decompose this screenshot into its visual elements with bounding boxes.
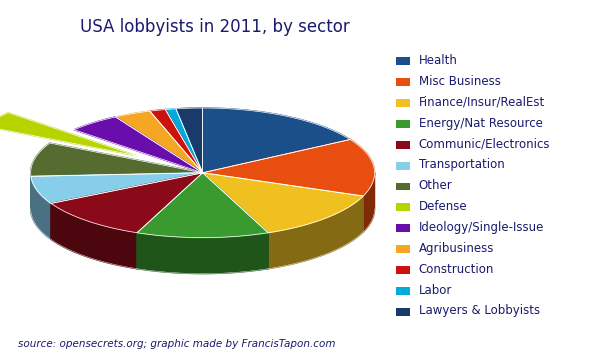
Text: Finance/Insur/RealEst: Finance/Insur/RealEst [419, 96, 545, 109]
Polygon shape [165, 109, 203, 173]
Polygon shape [203, 140, 375, 196]
Polygon shape [176, 108, 203, 173]
Text: Lawyers & Lobbyists: Lawyers & Lobbyists [419, 305, 540, 318]
Polygon shape [51, 173, 203, 239]
Polygon shape [203, 173, 363, 232]
Polygon shape [31, 173, 203, 212]
Polygon shape [203, 173, 363, 233]
Polygon shape [51, 173, 203, 239]
FancyBboxPatch shape [396, 224, 410, 232]
Text: Agribusiness: Agribusiness [419, 242, 494, 255]
FancyBboxPatch shape [396, 308, 410, 316]
Text: Construction: Construction [419, 263, 494, 276]
Polygon shape [31, 176, 51, 239]
Polygon shape [203, 173, 268, 269]
Text: Transportation: Transportation [419, 158, 505, 171]
Polygon shape [363, 173, 375, 232]
Polygon shape [203, 108, 350, 173]
FancyBboxPatch shape [396, 266, 410, 274]
Polygon shape [203, 173, 363, 232]
Polygon shape [268, 196, 363, 269]
Polygon shape [51, 203, 137, 269]
Polygon shape [137, 173, 268, 238]
Polygon shape [137, 233, 268, 274]
Polygon shape [31, 143, 203, 176]
FancyBboxPatch shape [396, 57, 410, 65]
Text: Health: Health [419, 54, 457, 67]
Text: Energy/Nat Resource: Energy/Nat Resource [419, 117, 543, 130]
Polygon shape [51, 173, 203, 233]
FancyBboxPatch shape [396, 203, 410, 211]
Polygon shape [137, 173, 203, 269]
Text: USA lobbyists in 2011, by sector: USA lobbyists in 2011, by sector [80, 18, 350, 36]
Polygon shape [203, 173, 268, 269]
Text: Misc Business: Misc Business [419, 75, 500, 88]
Text: Ideology/Single-Issue: Ideology/Single-Issue [419, 221, 544, 234]
FancyBboxPatch shape [396, 78, 410, 86]
FancyBboxPatch shape [396, 245, 410, 253]
FancyBboxPatch shape [396, 141, 410, 149]
Polygon shape [74, 117, 203, 173]
FancyBboxPatch shape [396, 183, 410, 190]
Polygon shape [115, 111, 203, 173]
Text: Labor: Labor [419, 284, 452, 297]
Polygon shape [150, 109, 203, 173]
FancyBboxPatch shape [396, 287, 410, 295]
Text: Other: Other [419, 179, 453, 192]
FancyBboxPatch shape [396, 162, 410, 170]
FancyBboxPatch shape [396, 120, 410, 128]
Text: Defense: Defense [419, 200, 467, 213]
Polygon shape [137, 173, 203, 269]
Polygon shape [31, 173, 203, 203]
Text: Communic/Electronics: Communic/Electronics [419, 138, 550, 150]
Polygon shape [31, 173, 203, 212]
FancyBboxPatch shape [396, 99, 410, 107]
Polygon shape [0, 113, 137, 156]
Text: source: opensecrets.org; graphic made by FrancisTapon.com: source: opensecrets.org; graphic made by… [18, 339, 336, 349]
